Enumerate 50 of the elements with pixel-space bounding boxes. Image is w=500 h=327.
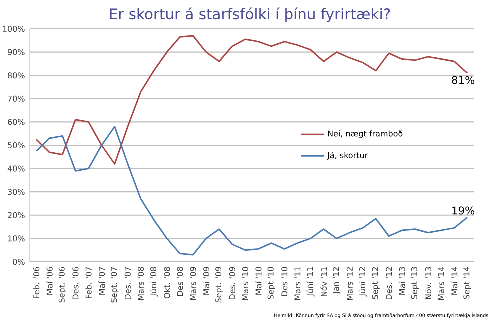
- x-tick-label: Maí '09: [203, 267, 210, 295]
- x-tick-label: Des. '09: [229, 267, 236, 300]
- x-tick-label: Nóv '11: [320, 267, 328, 296]
- x-tick-label: Mars '12: [346, 268, 353, 300]
- y-tick-label: 80%: [8, 72, 25, 79]
- x-tick-label: Feb. '06: [33, 267, 40, 298]
- x-tick-label: Des. '06: [72, 267, 79, 300]
- x-tick-label: Okt. '08: [164, 267, 170, 299]
- legend-label: Nei, nægt framboð: [328, 130, 403, 138]
- x-tick-label: Maí '07: [98, 267, 106, 295]
- y-tick-label: 0%: [13, 258, 25, 265]
- x-tick-label: Mars '08: [138, 267, 144, 300]
- y-tick-label: 30%: [8, 189, 25, 196]
- data-label: 81%: [452, 76, 475, 84]
- x-tick-label: Sept '10: [268, 267, 276, 300]
- x-tick-label: Mars '09: [190, 267, 196, 300]
- x-tick-label: Mars '14: [438, 267, 444, 300]
- x-tick-label: Maí '10: [255, 267, 262, 295]
- data-label: 19%: [452, 206, 475, 215]
- x-tick-label: Maí '13: [398, 267, 406, 295]
- legend-label: Já, skortur: [327, 152, 368, 160]
- x-tick-label: Júní '11: [306, 267, 315, 297]
- x-tick-label: Feb. '07: [86, 267, 92, 298]
- x-tick-label: Sept. '07: [111, 267, 119, 303]
- x-tick-label: Sept '14: [464, 267, 472, 300]
- y-tick-label: 20%: [8, 212, 25, 218]
- y-tick-label: 100%: [3, 26, 25, 32]
- x-tick-label: Júní '08: [150, 267, 158, 297]
- x-tick-label: Jan '12: [333, 268, 341, 294]
- x-tick-label: Sept. '09: [216, 267, 224, 303]
- x-tick-label: Júní '12: [358, 268, 368, 297]
- y-tick-label: 60%: [8, 119, 25, 126]
- x-tick-label: Maí '14: [451, 267, 458, 295]
- x-tick-label: Mars '11: [294, 267, 301, 300]
- x-tick-label: Des '08: [177, 267, 184, 296]
- x-tick-label: Maí '06: [46, 267, 53, 295]
- x-tick-label: Des. '07: [124, 267, 131, 300]
- y-tick-label: 70%: [8, 96, 25, 102]
- y-tick-label: 90%: [8, 49, 25, 56]
- chart-title: Er skortur á starfsfólki í þínu fyrirtæki?: [110, 8, 390, 22]
- x-tick-label: Sept '12: [372, 268, 380, 300]
- x-tick-label: Des. '12: [386, 268, 392, 300]
- x-tick-label: Mars '10: [242, 267, 248, 300]
- y-tick-label: 40%: [8, 166, 25, 172]
- x-tick-label: Sept '13: [411, 267, 420, 300]
- x-tick-label: Des '10: [282, 267, 288, 296]
- y-tick-label: 10%: [8, 236, 25, 242]
- x-tick-label: Sept. '06: [58, 267, 66, 303]
- x-tick-label: Nóv. '13: [425, 267, 432, 300]
- y-tick-label: 50%: [8, 142, 25, 149]
